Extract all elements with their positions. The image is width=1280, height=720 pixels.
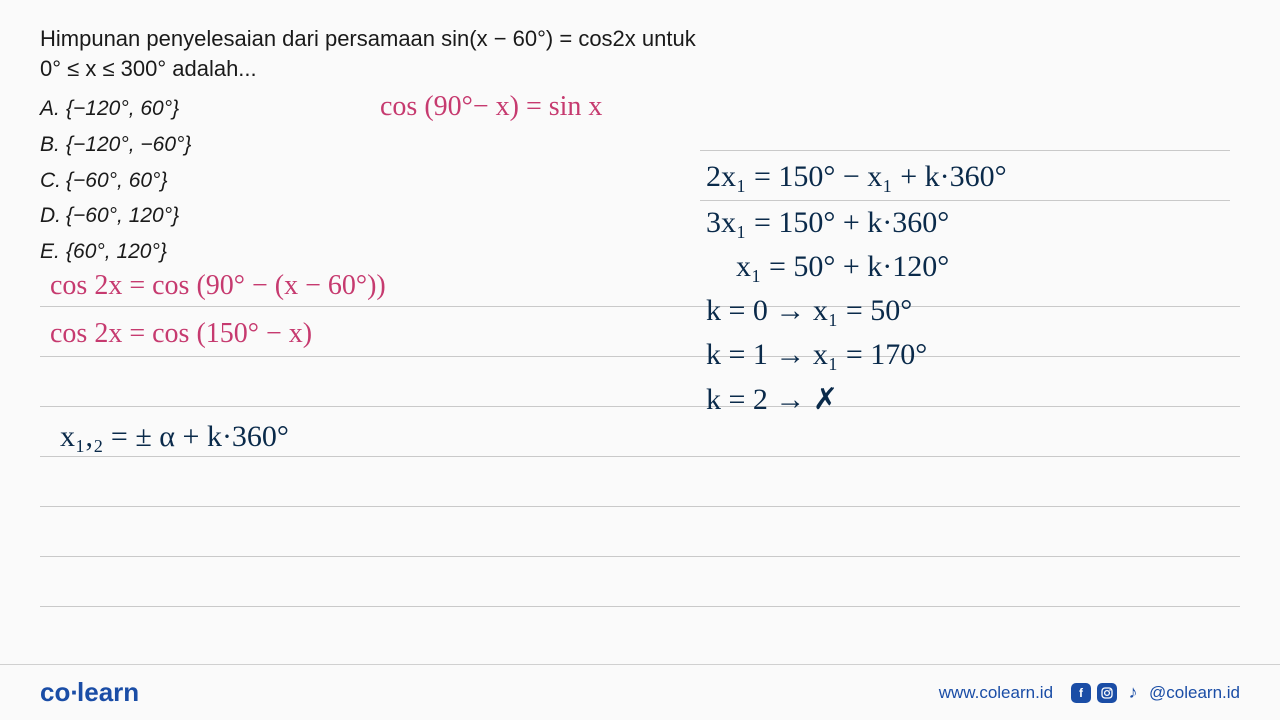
footer-bar: co·learn www.colearn.id f ♪ @colearn.id <box>0 664 1280 720</box>
hw-right-2: 3x₁ = 150° + k·360° <box>706 206 949 240</box>
footer-url: www.colearn.id <box>939 683 1053 703</box>
hw-general-solution: x₁,₂ = ± α + k·360° <box>60 420 289 454</box>
hw-right-3: x₁ = 50° + k·120° <box>736 250 949 284</box>
rule-line <box>40 456 1240 457</box>
rule-line <box>40 606 1240 607</box>
option-e: E.{60°, 120°} <box>40 234 360 270</box>
footer-right: www.colearn.id f ♪ @colearn.id <box>939 683 1240 703</box>
brand-part-b: learn <box>77 677 139 707</box>
question-line-2: 0° ≤ x ≤ 300° adalah... <box>40 54 1240 84</box>
answer-options: A.{−120°, 60°} cos (90°− x) = sin x B.{−… <box>40 91 1240 269</box>
hw-right-5: k = 1 → x₁ = 170° <box>706 338 927 372</box>
question-line-1: Himpunan penyelesaian dari persamaan sin… <box>40 24 1240 54</box>
hw-right-6: k = 2 → ✗ <box>706 382 838 417</box>
tiktok-icon: ♪ <box>1123 683 1143 703</box>
social-icons: f ♪ @colearn.id <box>1071 683 1240 703</box>
option-a: A.{−120°, 60°} <box>40 91 360 127</box>
rule-line <box>700 150 1230 151</box>
rule-line <box>40 356 1240 357</box>
rule-line <box>700 200 1230 201</box>
hw-right-4: k = 0 → x₁ = 50° <box>706 294 912 328</box>
question-text: Himpunan penyelesaian dari persamaan sin… <box>40 24 1240 83</box>
hw-step-2: cos 2x = cos (150° − x) <box>50 318 312 350</box>
rule-line <box>40 306 1240 307</box>
instagram-icon <box>1097 683 1117 703</box>
brand-part-a: co <box>40 677 70 707</box>
hw-step-1: cos 2x = cos (90° − (x − 60°)) <box>50 270 386 302</box>
rule-line <box>40 406 1240 407</box>
footer-handle: @colearn.id <box>1149 683 1240 703</box>
option-d: D.{−60°, 120°} <box>40 198 360 234</box>
hw-right-1: 2x₁ = 150° − x₁ + k·360° <box>706 160 1007 194</box>
brand-logo: co·learn <box>40 677 139 708</box>
option-b: B.{−120°, −60°} <box>40 127 360 163</box>
rule-line <box>40 506 1240 507</box>
option-c: C.{−60°, 60°} <box>40 163 360 199</box>
facebook-icon: f <box>1071 683 1091 703</box>
rule-line <box>40 556 1240 557</box>
handwritten-identity: cos (90°− x) = sin x <box>380 91 602 123</box>
